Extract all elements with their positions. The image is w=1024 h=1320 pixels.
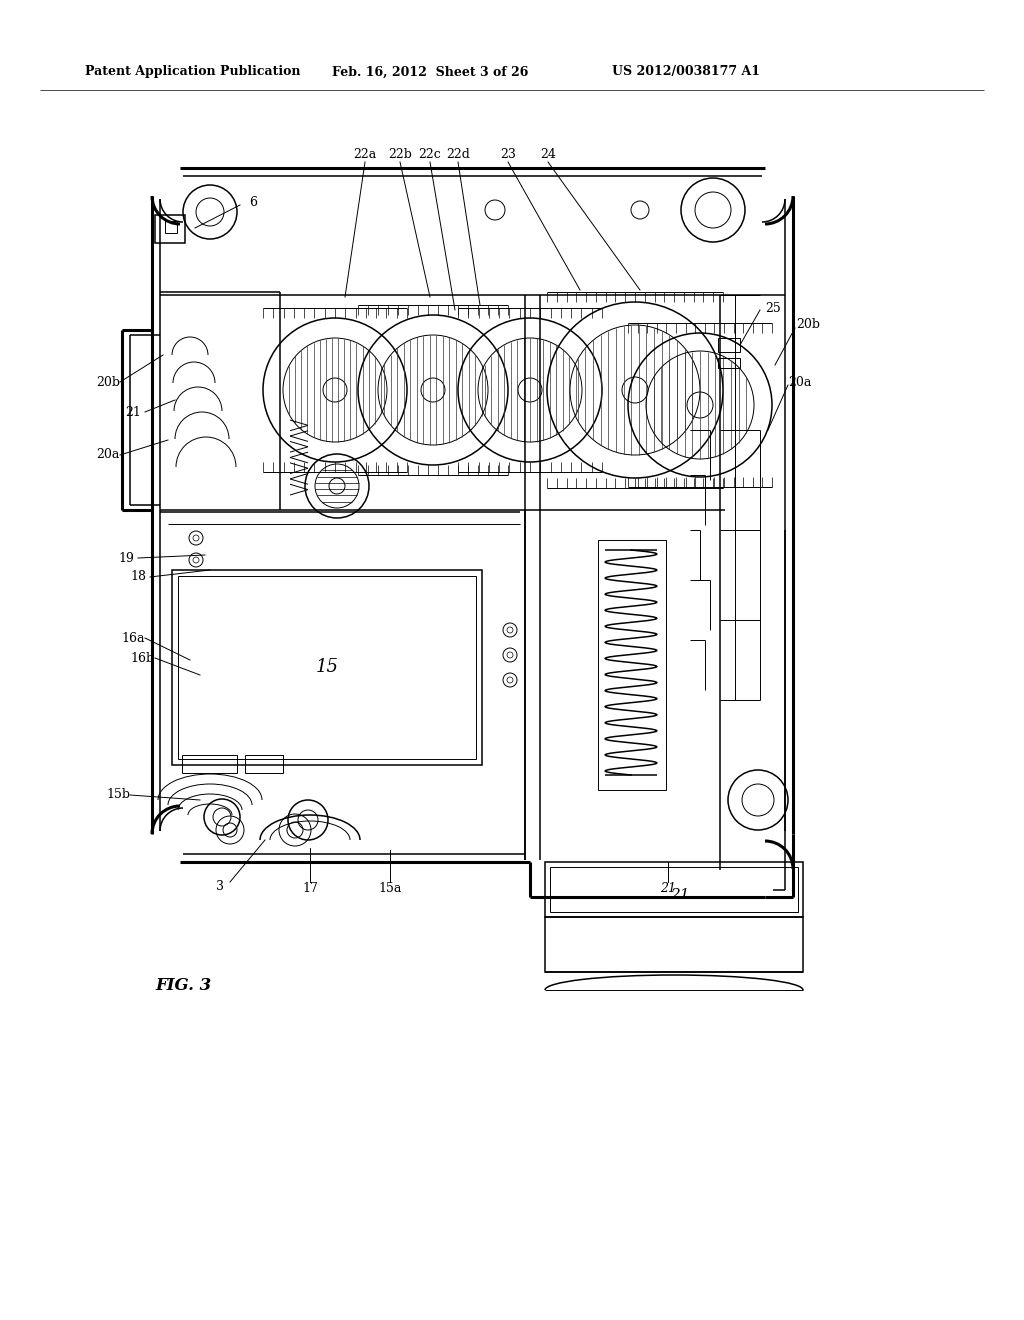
Text: 23: 23 <box>500 149 516 161</box>
Text: 16b: 16b <box>131 652 155 664</box>
Text: 22a: 22a <box>353 149 377 161</box>
Text: 15b: 15b <box>106 788 130 801</box>
Text: 3: 3 <box>216 880 224 894</box>
Text: 6: 6 <box>249 197 257 210</box>
Text: 17: 17 <box>302 883 317 895</box>
Text: 20b: 20b <box>96 375 120 388</box>
Text: 25: 25 <box>765 301 781 314</box>
Text: US 2012/0038177 A1: US 2012/0038177 A1 <box>612 66 760 78</box>
Text: 22c: 22c <box>419 149 441 161</box>
Text: 21: 21 <box>660 883 676 895</box>
Text: 19: 19 <box>118 552 134 565</box>
Text: 21: 21 <box>671 888 690 902</box>
Text: 15: 15 <box>315 657 339 676</box>
Text: 15a: 15a <box>378 883 401 895</box>
Text: FIG. 3: FIG. 3 <box>155 977 211 994</box>
Bar <box>550 867 798 912</box>
Text: 21: 21 <box>125 405 141 418</box>
Bar <box>545 917 803 972</box>
Bar <box>598 540 666 789</box>
Bar <box>718 338 740 352</box>
Text: 18: 18 <box>130 570 146 583</box>
Text: 20b: 20b <box>796 318 820 331</box>
Text: Patent Application Publication: Patent Application Publication <box>85 66 300 78</box>
Bar <box>155 215 185 243</box>
Bar <box>182 755 237 774</box>
Text: 16a: 16a <box>121 631 144 644</box>
Text: 20a: 20a <box>96 449 120 462</box>
Bar <box>178 576 476 759</box>
Text: 22b: 22b <box>388 149 412 161</box>
Bar <box>245 755 283 774</box>
Bar <box>165 220 177 234</box>
Text: 24: 24 <box>540 149 556 161</box>
Text: Feb. 16, 2012  Sheet 3 of 26: Feb. 16, 2012 Sheet 3 of 26 <box>332 66 528 78</box>
Text: 20a: 20a <box>788 375 812 388</box>
Bar <box>718 358 740 368</box>
Bar <box>545 862 803 917</box>
Bar <box>172 570 482 766</box>
Text: 22d: 22d <box>446 149 470 161</box>
